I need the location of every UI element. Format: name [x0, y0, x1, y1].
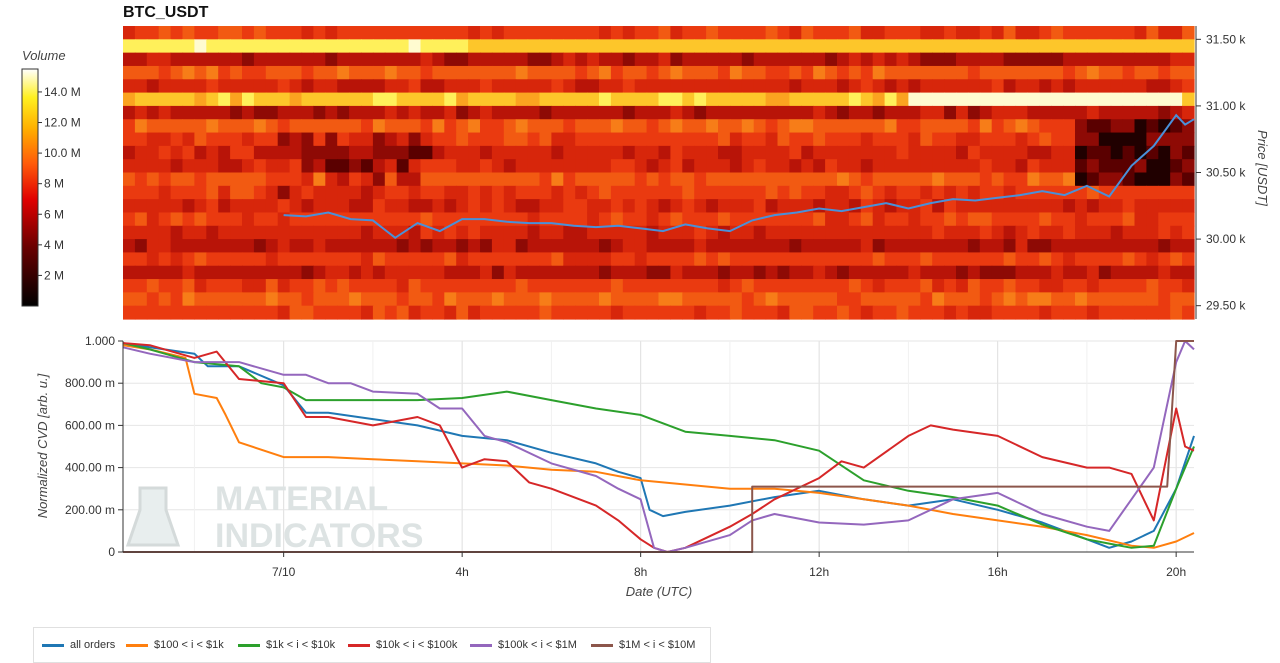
cvd-x-tick-label: 12h	[809, 565, 829, 579]
legend-swatch	[126, 643, 148, 647]
cvd-x-tick-label: 7/10	[272, 565, 296, 579]
colorbar-tick-label: 4 M	[44, 238, 64, 252]
chart-svg: BTC_USDT Volume 14.0 M 12.0 M 10.0 M 8 M 6 M…	[21, 4, 1270, 599]
cvd-y-tick-label: 0	[108, 545, 115, 559]
legend-item[interactable]: $100 < i < $1k	[126, 639, 224, 651]
legend-label: $100 < i < $1k	[154, 639, 224, 651]
legend-label: $1k < i < $10k	[266, 639, 336, 651]
legend-item[interactable]: $1k < i < $10k	[238, 639, 335, 651]
heatmap-y-tick-label: 30.00 k	[1206, 232, 1246, 246]
legend: all orders $100 < i < $1k $1k < i < $10k $1…	[33, 627, 711, 663]
chart-title: BTC_USDT	[123, 4, 209, 21]
legend-label: $1M < i < $10M	[619, 639, 696, 651]
order-book-heatmap	[123, 26, 1195, 320]
cvd-series-line-2	[122, 342, 1195, 549]
legend-label: $100k < i < $1M	[498, 639, 577, 651]
cvd-x-tick-label: 8h	[634, 565, 647, 579]
cvd-series-line-4	[122, 340, 1195, 553]
colorbar-label: Volume	[22, 48, 66, 63]
cvd-x-tick-label: 16h	[988, 565, 1008, 579]
heatmap-ylabel: Price [USDT]	[1255, 130, 1270, 206]
legend-swatch	[42, 643, 64, 647]
legend-label: all orders	[70, 639, 116, 651]
cvd-ylabel: Normalized CVD [arb. u.]	[35, 373, 50, 518]
colorbar-tick-label: 8 M	[44, 177, 64, 191]
cvd-xlabel: Date (UTC)	[626, 584, 692, 599]
legend-swatch	[470, 643, 492, 647]
legend-swatch	[348, 643, 370, 647]
legend-item[interactable]: $10k < i < $100k	[348, 639, 457, 651]
heatmap-y-tick-label: 31.50 k	[1206, 32, 1246, 46]
cvd-y-tick-label: 400.00 m	[65, 461, 115, 475]
legend-swatch	[238, 643, 260, 647]
cvd-y-tick-label: 600.00 m	[65, 418, 115, 432]
colorbar-tick-label: 2 M	[44, 268, 64, 282]
colorbar-tick-label: 10.0 M	[44, 146, 81, 160]
heatmap-y-tick-label: 29.50 k	[1206, 299, 1246, 313]
cvd-y-tick-label: 200.00 m	[65, 503, 115, 517]
legend-swatch	[591, 643, 613, 647]
heatmap-y-tick-label: 30.50 k	[1206, 166, 1246, 180]
legend-item[interactable]: $1M < i < $10M	[591, 639, 695, 651]
material-indicators-watermark: MATERIAL INDICATORS	[125, 480, 423, 555]
price-line	[283, 113, 1195, 240]
cvd-x-tick-label: 4h	[455, 565, 468, 579]
colorbar-tick-label: 14.0 M	[44, 85, 81, 99]
watermark-line1: MATERIAL	[215, 480, 388, 518]
legend-item[interactable]: $100k < i < $1M	[470, 639, 577, 651]
colorbar-tick-label: 6 M	[44, 207, 64, 221]
colorbar	[21, 68, 39, 307]
cvd-y-tick-label: 1.000	[85, 334, 115, 348]
cvd-y-tick-label: 800.00 m	[65, 376, 115, 390]
legend-label: $10k < i < $100k	[376, 639, 458, 651]
cvd-x-tick-label: 20h	[1166, 565, 1186, 579]
colorbar-tick-label: 12.0 M	[44, 116, 81, 130]
legend-item[interactable]: all orders	[42, 639, 115, 651]
watermark-line2: INDICATORS	[215, 517, 423, 555]
heatmap-y-tick-label: 31.00 k	[1206, 99, 1246, 113]
